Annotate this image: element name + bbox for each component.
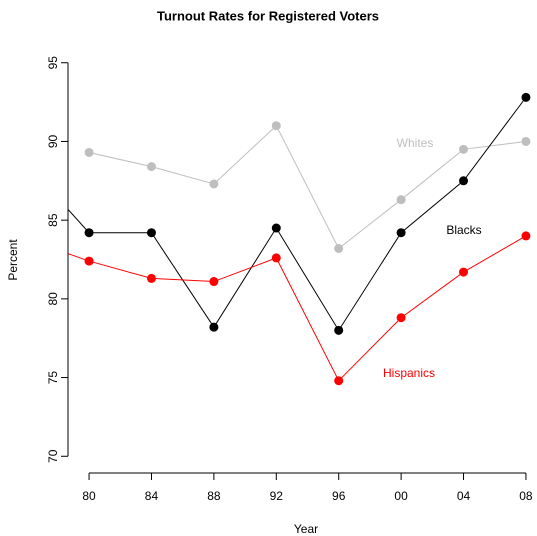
- y-tick-label: 75: [46, 371, 60, 385]
- x-tick-label: 04: [457, 489, 471, 503]
- x-axis-label: Year: [294, 522, 318, 536]
- chart-title: Turnout Rates for Registered Voters: [157, 8, 379, 23]
- series-line: [88, 124, 526, 250]
- point: [459, 144, 469, 154]
- x-tick-label: 84: [145, 489, 159, 503]
- point: [146, 273, 156, 283]
- x-tick-label: 80: [82, 489, 96, 503]
- y-tick-label: 80: [46, 292, 60, 306]
- point: [22, 235, 31, 244]
- point: [84, 256, 94, 266]
- point: [459, 176, 469, 186]
- x-tick-label: 96: [332, 489, 346, 503]
- point: [84, 228, 94, 238]
- y-tick-label: 85: [46, 213, 60, 227]
- point: [271, 253, 281, 263]
- point: [396, 195, 406, 205]
- y-tick-label: 90: [46, 134, 60, 148]
- point: [209, 179, 219, 189]
- series-label: Whites: [397, 136, 434, 150]
- point: [209, 322, 219, 332]
- point: [271, 121, 281, 131]
- plot-area: [22, 92, 531, 386]
- y-axis-label: Percent: [6, 239, 20, 281]
- series-line: [68, 97, 527, 332]
- x-tick-label: 92: [270, 489, 284, 503]
- point: [459, 267, 469, 277]
- point: [521, 231, 531, 241]
- point: [84, 147, 94, 157]
- point: [209, 277, 219, 287]
- point: [22, 159, 31, 168]
- point: [271, 223, 281, 233]
- point: [396, 313, 406, 323]
- point: [334, 243, 344, 253]
- y-tick-label: 95: [46, 56, 60, 70]
- point: [146, 162, 156, 172]
- point: [146, 228, 156, 238]
- y-tick-label: 70: [46, 449, 60, 463]
- x-tick-label: 88: [207, 489, 221, 503]
- point: [521, 92, 531, 102]
- point: [396, 228, 406, 238]
- point: [521, 136, 531, 146]
- x-tick-label: 08: [519, 489, 533, 503]
- series-label: Blacks: [446, 223, 481, 237]
- x-tick-label: 00: [394, 489, 408, 503]
- point: [334, 325, 344, 335]
- series-label: Hispanics: [383, 366, 435, 380]
- point: [334, 376, 344, 386]
